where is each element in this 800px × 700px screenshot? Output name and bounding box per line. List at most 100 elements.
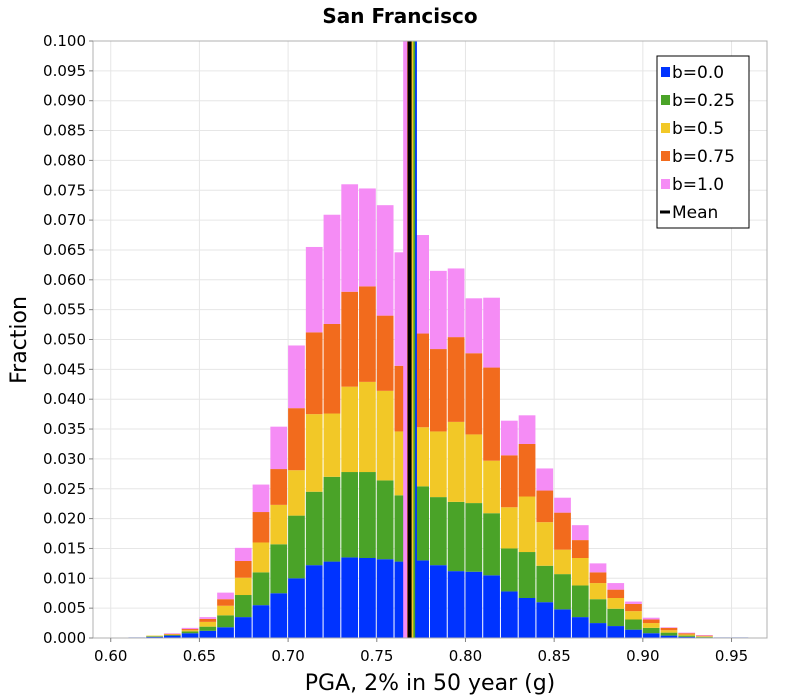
- legend-swatch-0: [661, 67, 670, 77]
- bar-b-0-0-bin-30: [660, 635, 678, 638]
- x-axis-title: PGA, 2% in 50 year (g): [305, 671, 556, 696]
- bar-b-0-5-bin-11: [323, 413, 341, 477]
- bar-b-1-0-bin-9: [288, 345, 305, 409]
- bar-b-0-75-bin-11: [323, 323, 341, 414]
- bar-b-0-5-bin-32: [696, 636, 713, 637]
- bar-b-0-0-bin-9: [288, 578, 305, 638]
- y-tick-label-16: 0.080: [43, 151, 86, 169]
- y-tick-label-7: 0.035: [43, 420, 86, 438]
- bar-b-0-5-bin-25: [571, 558, 589, 586]
- x-tick-label-5: 0.85: [537, 647, 570, 665]
- bar-b-0-0-bin-8: [270, 593, 288, 638]
- y-tick-label-3: 0.015: [43, 539, 86, 557]
- chart-title: San Francisco: [322, 4, 477, 28]
- bar-b-0-25-bin-27: [607, 608, 625, 627]
- legend-label-3: b=0.75: [672, 147, 735, 167]
- bar-b-0-5-bin-5: [217, 605, 234, 616]
- bar-b-0-25-bin-29: [642, 627, 660, 634]
- bar-b-0-0-bin-10: [305, 565, 323, 638]
- mean-lines: [403, 41, 417, 638]
- bar-b-0-0-bin-7: [252, 605, 270, 638]
- y-tick-label-4: 0.020: [43, 510, 86, 528]
- bar-b-0-25-bin-30: [660, 632, 678, 636]
- bar-b-1-0-bin-3: [181, 627, 199, 630]
- bar-b-0-75-bin-30: [660, 627, 678, 631]
- bar-b-1-0-bin-26: [589, 563, 607, 573]
- bar-b-0-25-bin-20: [483, 513, 500, 576]
- legend-swatch-4: [661, 179, 670, 189]
- bar-b-1-0-bin-25: [571, 525, 589, 541]
- y-tick-label-9: 0.045: [43, 360, 86, 378]
- bar-b-0-0-bin-13: [359, 558, 376, 638]
- y-tick-label-18: 0.090: [43, 92, 86, 110]
- y-tick-label-0: 0.000: [43, 629, 86, 647]
- legend-label-0: b=0.0: [672, 63, 724, 83]
- bar-b-0-25-bin-10: [305, 491, 323, 566]
- bar-b-0-0-bin-28: [625, 629, 642, 638]
- bar-b-0-25-bin-1: [146, 636, 163, 637]
- legend-label-4: b=1.0: [672, 175, 724, 195]
- y-tick-label-20: 0.100: [43, 32, 86, 50]
- legend-label-5: Mean: [672, 203, 718, 223]
- bar-b-0-0-bin-14: [376, 559, 394, 638]
- bar-b-0-0-bin-2: [163, 635, 181, 638]
- bar-b-0-25-bin-7: [252, 572, 270, 606]
- x-tick-label-1: 0.65: [183, 647, 216, 665]
- bar-b-0-0-bin-4: [199, 630, 217, 638]
- bar-b-0-25-bin-25: [571, 585, 589, 618]
- bar-b-0-75-bin-21: [500, 455, 518, 508]
- bar-b-0-75-bin-31: [678, 633, 696, 635]
- bar-b-0-25-bin-2: [163, 635, 181, 636]
- bar-b-1-0-bin-31: [678, 632, 696, 634]
- legend-label-2: b=0.5: [672, 119, 724, 139]
- bar-b-0-75-bin-6: [234, 560, 252, 578]
- bar-b-1-0-bin-18: [447, 268, 465, 338]
- bar-b-0-75-bin-24: [554, 512, 571, 550]
- bar-b-1-0-bin-6: [234, 547, 252, 561]
- bar-b-1-0-bin-29: [642, 617, 660, 620]
- bar-b-0-0-bin-27: [607, 626, 625, 638]
- y-tick-label-10: 0.050: [43, 331, 86, 349]
- bar-b-0-75-bin-13: [359, 286, 376, 382]
- bar-b-0-75-bin-10: [305, 332, 323, 415]
- bar-b-0-25-bin-18: [447, 501, 465, 572]
- bar-b-0-5-bin-18: [447, 421, 465, 502]
- bar-b-0-5-bin-30: [660, 630, 678, 633]
- bar-b-1-0-bin-14: [376, 205, 394, 316]
- x-tick-label-3: 0.75: [360, 647, 393, 665]
- bar-b-0-75-bin-9: [288, 408, 305, 471]
- bar-b-0-0-bin-18: [447, 571, 465, 638]
- bar-b-1-0-bin-2: [163, 633, 181, 634]
- bar-b-0-25-bin-9: [288, 515, 305, 579]
- bar-b-0-0-bin-24: [554, 609, 571, 638]
- bar-b-0-5-bin-23: [536, 522, 554, 566]
- bar-b-0-0-bin-22: [518, 598, 536, 638]
- bar-b-0-75-bin-25: [571, 540, 589, 559]
- bar-b-0-0-bin-3: [181, 633, 199, 638]
- bar-b-0-75-bin-7: [252, 512, 270, 543]
- bar-b-0-0-bin-5: [217, 627, 234, 638]
- x-axis: 0.60 0.65 0.70 0.75 0.80 0.85 0.90 0.95: [94, 638, 748, 665]
- bar-b-1-0-bin-20: [483, 297, 500, 368]
- bar-b-0-5-bin-1: [146, 635, 163, 637]
- bar-b-1-0-bin-10: [305, 246, 323, 333]
- bar-b-0-5-bin-24: [554, 549, 571, 575]
- bar-b-0-25-bin-12: [341, 472, 359, 558]
- legend-swatch-1: [661, 95, 670, 105]
- bar-b-0-5-bin-10: [305, 414, 323, 492]
- bar-b-0-5-bin-8: [270, 504, 288, 545]
- bar-b-0-5-bin-14: [376, 390, 394, 481]
- bar-b-0-25-bin-26: [589, 599, 607, 624]
- bar-b-1-0-bin-32: [696, 635, 713, 636]
- bar-b-0-75-bin-20: [483, 367, 500, 461]
- bar-b-0-5-bin-9: [288, 470, 305, 516]
- bar-b-0-75-bin-26: [589, 572, 607, 584]
- bar-b-1-0-bin-23: [536, 468, 554, 491]
- y-tick-label-19: 0.095: [43, 62, 86, 80]
- bar-b-0-5-bin-21: [500, 507, 518, 549]
- y-tick-label-15: 0.075: [43, 181, 86, 199]
- bar-b-0-25-bin-11: [323, 476, 341, 562]
- bar-b-0-25-bin-13: [359, 472, 376, 559]
- bar-b-1-0-bin-28: [625, 601, 642, 604]
- bar-b-0-0-bin-29: [642, 633, 660, 638]
